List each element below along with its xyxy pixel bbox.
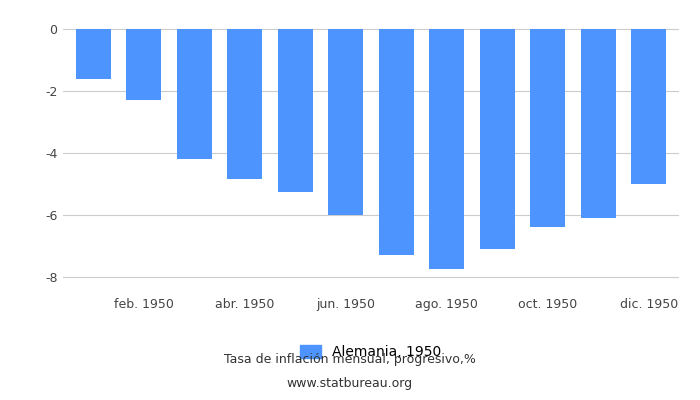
Bar (530, 29, 566, 227)
Bar (631, 29, 666, 184)
Legend: Alemania, 1950: Alemania, 1950 (300, 345, 442, 359)
Bar (126, 29, 162, 100)
Bar (227, 29, 262, 179)
Bar (480, 29, 515, 249)
Bar (176, 29, 212, 159)
Bar (76, 29, 111, 79)
Bar (328, 29, 363, 215)
Bar (379, 29, 414, 255)
Bar (580, 29, 616, 218)
Bar (278, 29, 313, 192)
Text: Tasa de inflación mensual, progresivo,%: Tasa de inflación mensual, progresivo,% (224, 354, 476, 366)
Bar (429, 29, 464, 269)
Text: www.statbureau.org: www.statbureau.org (287, 378, 413, 390)
